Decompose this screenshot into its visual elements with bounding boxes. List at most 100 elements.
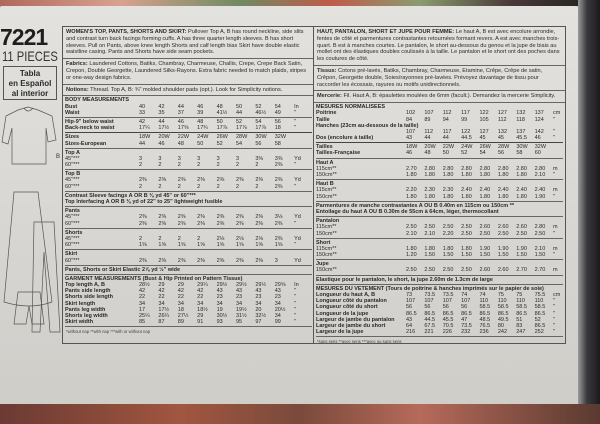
table-row: 150cm** 1.20 1.50 1.50 1.50 1.50 1.50 1.50 1.50 " bbox=[316, 252, 563, 258]
row-value: 2.10 bbox=[424, 230, 436, 237]
row-value: 117 bbox=[461, 110, 470, 117]
row-value: 2⅜ bbox=[255, 177, 263, 184]
row-value: 1.80 bbox=[442, 172, 454, 179]
row-value: 2.50 bbox=[461, 224, 472, 231]
row-value: 31½ bbox=[235, 313, 247, 319]
row-value: 242 bbox=[497, 329, 508, 336]
row-value: 44 bbox=[158, 118, 165, 125]
table-group: Jupe 150cm** 2.50 2.50 2.50 2.50 2.60 2.60 2.70 2… bbox=[316, 260, 563, 276]
row-label: Taille bbox=[316, 116, 330, 123]
table-row: Hanches (23cm au-dessous de la taille) bbox=[316, 123, 563, 129]
row-value: 23 bbox=[255, 294, 262, 301]
row-value: 46 bbox=[197, 103, 204, 110]
row-value: 28W bbox=[497, 144, 510, 151]
row-value: 2⅜ bbox=[197, 177, 205, 184]
table-row: Tailles 18W 20W 22W 24W 26W 28W 30W 32W bbox=[316, 144, 563, 150]
row-value: 2⅜ bbox=[255, 257, 263, 264]
row-unit: " bbox=[552, 116, 555, 123]
row-value: 86.5 bbox=[479, 310, 491, 317]
row-label: 45"*** bbox=[65, 177, 80, 184]
row-value: 34 bbox=[139, 300, 146, 307]
row-value: 1.80 bbox=[424, 245, 436, 252]
row-value: 2 bbox=[197, 183, 201, 190]
row-label: Dos (encolure à taille) bbox=[316, 135, 374, 142]
row-value: 60 bbox=[534, 150, 541, 157]
spanish-line: al interior bbox=[11, 89, 49, 98]
row-value: 221 bbox=[424, 329, 434, 336]
row-value: 2⅜ bbox=[197, 257, 205, 264]
row-value: 54 bbox=[479, 150, 486, 157]
row-value: 2.50 bbox=[424, 224, 436, 231]
row-value: 23 bbox=[216, 294, 223, 301]
row-label: 115cm** bbox=[316, 165, 337, 172]
row-value: 1⅝ bbox=[177, 242, 186, 249]
row-value: 1.80 bbox=[497, 172, 509, 179]
row-value: 3 bbox=[235, 155, 240, 162]
row-value: 48 bbox=[216, 103, 223, 110]
row-unit: " bbox=[294, 319, 297, 326]
row-value: 2 bbox=[216, 183, 220, 190]
row-unit: In bbox=[294, 103, 299, 110]
row-label: Longueur du haut A, B bbox=[316, 292, 376, 299]
notions-block: Notions: Thread. Top A, B: ¾" molded sho… bbox=[63, 85, 314, 97]
row-value: 1.90 bbox=[534, 193, 546, 200]
row-value: 86.5 bbox=[442, 310, 454, 317]
row-label: Contrast Sleeve facings A OR B ⅜ yd 45" … bbox=[65, 192, 196, 199]
row-value: 42 bbox=[158, 288, 165, 295]
row-value: 2⅜ bbox=[139, 214, 147, 221]
row-value: 2⅜ bbox=[158, 257, 167, 264]
row-value: 2.70 bbox=[534, 267, 546, 274]
table-row: Skirt width 85 87 89 91 93 95 97 99 " bbox=[65, 319, 312, 325]
row-unit: " bbox=[552, 310, 555, 317]
row-value: 23 bbox=[235, 294, 243, 301]
row-value: 2⅜ bbox=[197, 220, 205, 227]
row-value: 46 bbox=[534, 135, 541, 142]
row-value: 44 bbox=[424, 135, 431, 142]
row-value: 1⅝ bbox=[255, 242, 263, 249]
row-value: 67.5 bbox=[424, 322, 436, 329]
row-unit: " bbox=[294, 300, 297, 307]
table-row: 60"*** 1⅝ 1⅝ 1⅝ 1⅝ 1⅝ 1⅝ 1⅝ 1⅝ " bbox=[65, 242, 312, 248]
row-value: 3⅛ bbox=[274, 214, 283, 221]
table-row: Pants leg width 17 17½ 18 18½ 19 19½ 20 20½ " bbox=[65, 307, 312, 313]
row-value: 43 bbox=[255, 288, 262, 295]
top-neckline bbox=[23, 107, 34, 112]
row-value: 33 bbox=[139, 109, 146, 116]
row-value: 76.5 bbox=[479, 322, 491, 329]
row-value: 2.50 bbox=[497, 230, 509, 237]
description-block: HAUT, PANTALON, SHORT ET JUPE POUR FEMME… bbox=[314, 27, 565, 66]
table-row: 150cm** 2.50 2.50 2.50 2.50 2.60 2.60 2.70 2.70 m bbox=[316, 267, 563, 273]
row-value: 28½ bbox=[139, 282, 150, 289]
fabrics-text: Cotons pré-lavés, Batiks, Chambray, Char… bbox=[317, 67, 543, 88]
row-value: 2.70 bbox=[405, 165, 417, 172]
row-value: 112 bbox=[497, 116, 507, 123]
row-label: Top length A, B bbox=[65, 282, 106, 289]
row-label: Skirt bbox=[65, 251, 78, 258]
row-label: 60"*** bbox=[65, 257, 80, 264]
row-value: 44.5 bbox=[461, 135, 472, 142]
row-value: 58.5 bbox=[534, 304, 546, 311]
row-value: 1.50 bbox=[442, 252, 454, 259]
table-row: Pants bbox=[65, 208, 312, 214]
row-value: 216 bbox=[405, 329, 416, 336]
row-value: 1.80 bbox=[405, 193, 417, 200]
row-value: 2⅜ bbox=[158, 220, 167, 227]
row-value: 22W bbox=[442, 144, 455, 151]
row-unit: Yd bbox=[294, 235, 301, 242]
row-value: 54 bbox=[274, 103, 281, 110]
row-value: 2⅜ bbox=[177, 214, 186, 221]
notions-text: Fil. Haut A, B: épaulettes moulées de 6m… bbox=[343, 93, 556, 100]
row-value: 29¼ bbox=[197, 282, 208, 289]
row-value: 2.10 bbox=[534, 172, 546, 179]
row-value: 75 bbox=[497, 292, 504, 299]
row-value: 2⅜ bbox=[139, 220, 147, 227]
table-row: Top length A, B 28½ 29 29 29¼ 29½ 29½ 29½ 29⅝ In bbox=[65, 282, 312, 288]
row-label: Pants side length bbox=[65, 288, 111, 295]
row-value: 107 bbox=[424, 298, 434, 305]
row-label: Bust bbox=[65, 103, 78, 110]
row-value: 34 bbox=[274, 300, 281, 307]
row-value: 2 bbox=[197, 162, 201, 169]
row-value: 64 bbox=[405, 322, 413, 329]
row-label: Largeur de jambe du pantalon bbox=[316, 316, 395, 323]
row-unit: " bbox=[552, 252, 555, 259]
